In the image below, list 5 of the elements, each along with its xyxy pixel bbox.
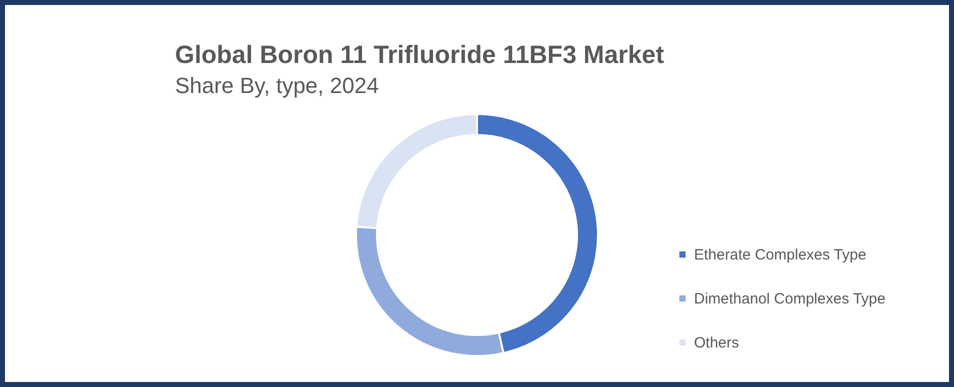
chart-title: Global Boron 11 Trifluoride 11BF3 Market — [175, 41, 665, 69]
legend-label: Others — [694, 334, 740, 352]
legend-label: Etherate Complexes Type — [694, 246, 866, 264]
chart-subtitle: Share By, type, 2024 — [175, 73, 379, 98]
legend-label: Dimethanol Complexes Type — [694, 290, 886, 308]
